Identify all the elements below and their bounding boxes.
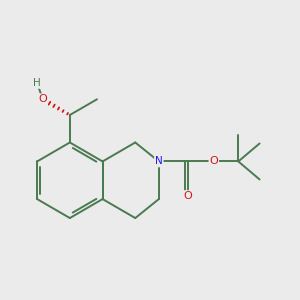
Text: O: O (183, 191, 192, 201)
Text: O: O (38, 94, 47, 104)
Text: H: H (33, 78, 41, 88)
Text: O: O (209, 157, 218, 166)
Text: N: N (155, 157, 163, 166)
